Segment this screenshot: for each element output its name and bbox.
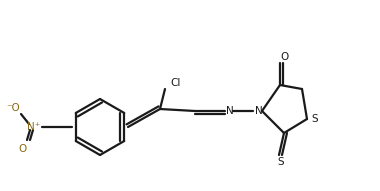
Text: S: S [312, 114, 318, 124]
Text: O: O [281, 52, 289, 62]
Text: N⁺: N⁺ [27, 122, 41, 132]
Text: N: N [226, 106, 234, 116]
Text: ⁻O: ⁻O [6, 103, 20, 113]
Text: O: O [18, 144, 26, 154]
Text: S: S [278, 157, 284, 167]
Text: N: N [255, 106, 263, 116]
Text: Cl: Cl [170, 78, 180, 88]
